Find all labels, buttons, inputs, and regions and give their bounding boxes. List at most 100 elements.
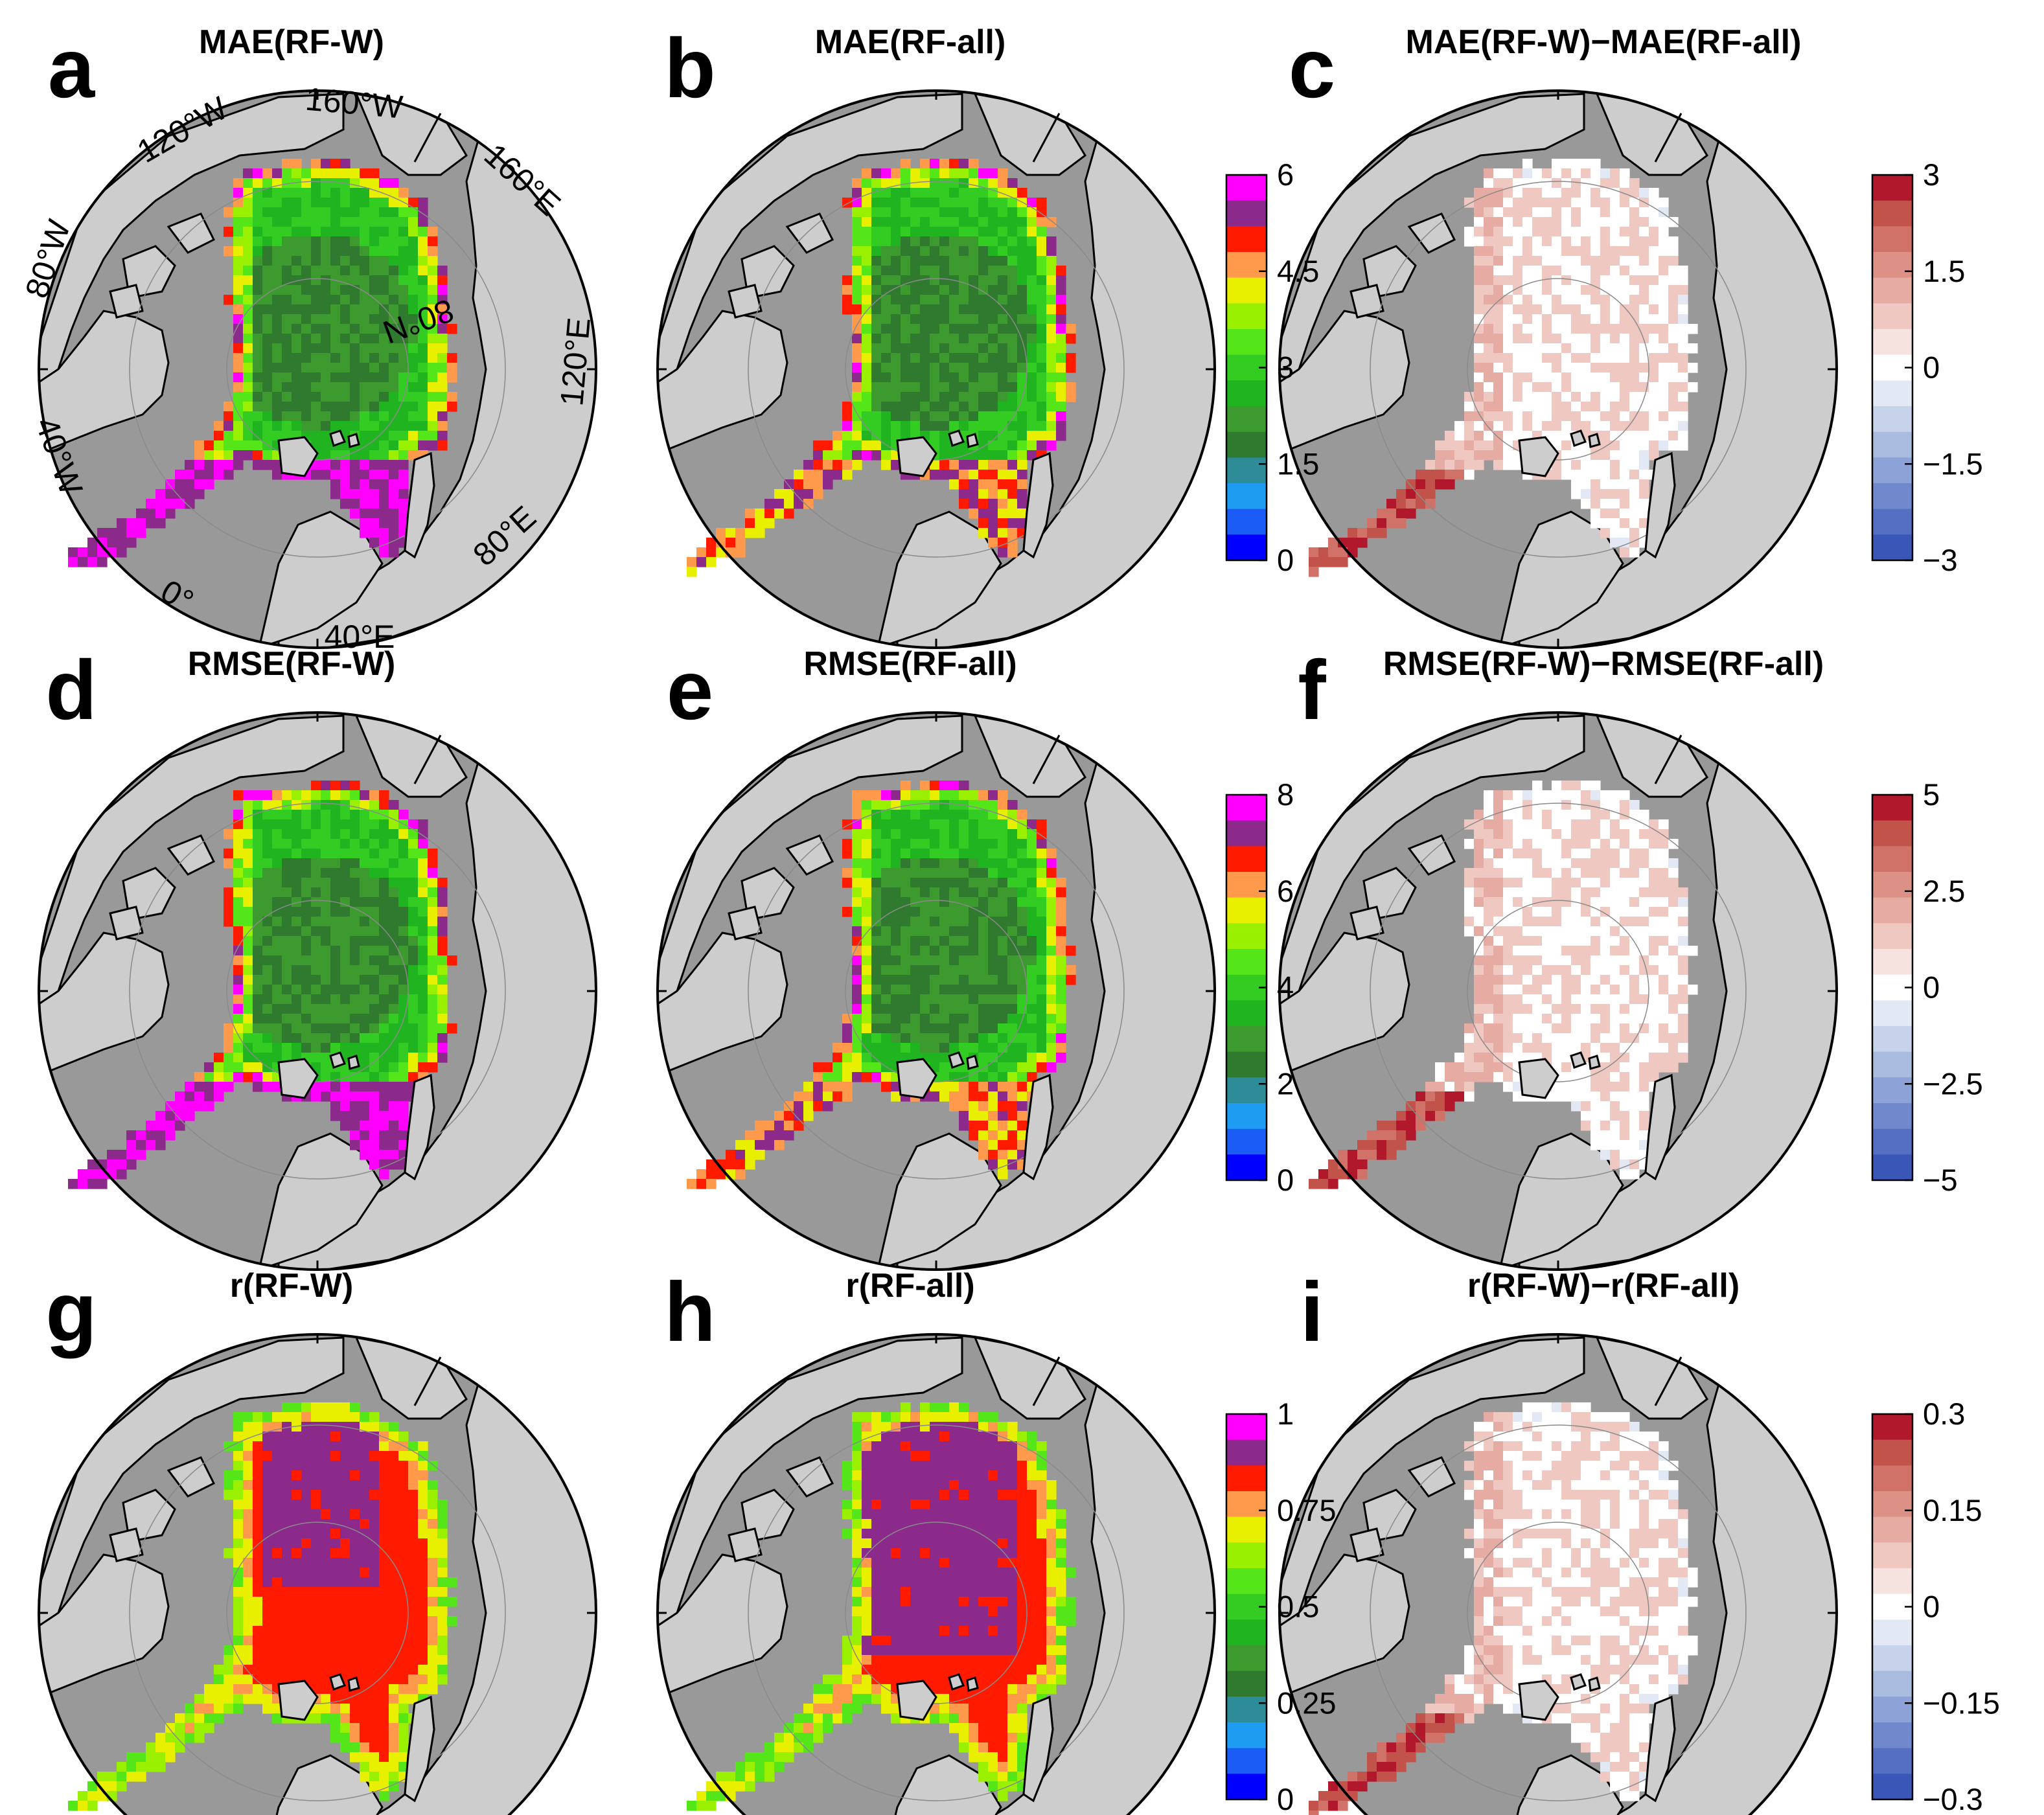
grid-cell bbox=[1542, 363, 1552, 373]
grid-cell bbox=[350, 266, 360, 276]
grid-cell bbox=[842, 402, 853, 412]
grid-cell bbox=[369, 1159, 380, 1170]
grid-cell bbox=[1552, 819, 1562, 830]
grid-cell bbox=[1629, 1150, 1640, 1160]
grid-cell bbox=[408, 829, 419, 839]
grid-cell bbox=[862, 275, 872, 286]
grid-cell bbox=[1649, 917, 1659, 927]
grid-cell bbox=[1561, 810, 1572, 820]
grid-cell bbox=[398, 207, 409, 218]
grid-cell bbox=[1007, 421, 1018, 431]
grid-cell bbox=[1503, 868, 1513, 878]
grid-cell bbox=[1659, 1062, 1669, 1073]
grid-cell bbox=[311, 217, 321, 227]
grid-cell bbox=[272, 917, 282, 927]
grid-cell bbox=[949, 363, 959, 373]
grid-cell bbox=[311, 907, 321, 917]
grid-cell bbox=[910, 819, 921, 830]
grid-cell bbox=[1600, 236, 1611, 247]
grid-cell bbox=[1037, 936, 1047, 946]
grid-cell bbox=[360, 431, 370, 441]
grid-cell bbox=[379, 1062, 389, 1073]
grid-cell bbox=[1056, 994, 1066, 1005]
grid-cell bbox=[369, 460, 380, 470]
grid-cell bbox=[1571, 858, 1581, 869]
grid-cell bbox=[389, 382, 399, 393]
grid-cell bbox=[369, 188, 380, 198]
grid-cell bbox=[253, 207, 263, 218]
grid-cell bbox=[1600, 402, 1611, 412]
grid-cell bbox=[764, 1121, 775, 1131]
grid-cell bbox=[214, 1091, 224, 1102]
grid-cell bbox=[1649, 975, 1659, 985]
grid-cell bbox=[881, 227, 891, 237]
grid-cell bbox=[1522, 810, 1533, 820]
grid-cell bbox=[428, 343, 438, 354]
grid-cell bbox=[1027, 295, 1037, 305]
grid-cell bbox=[1484, 440, 1494, 451]
grid-cell bbox=[1017, 256, 1028, 266]
grid-cell bbox=[862, 392, 872, 402]
grid-cell bbox=[969, 897, 979, 908]
grid-cell bbox=[321, 1023, 331, 1034]
grid-cell bbox=[340, 858, 350, 869]
grid-cell bbox=[224, 829, 234, 839]
grid-cell bbox=[852, 266, 862, 276]
grid-cell bbox=[1610, 907, 1620, 917]
grid-cell bbox=[301, 411, 312, 422]
grid-cell bbox=[920, 819, 930, 830]
grid-cell bbox=[969, 499, 979, 509]
grid-cell bbox=[1493, 1023, 1504, 1034]
grid-cell bbox=[369, 343, 380, 354]
grid-cell bbox=[1464, 421, 1475, 431]
grid-cell bbox=[978, 363, 989, 373]
grid-cell bbox=[136, 518, 146, 529]
grid-cell bbox=[311, 878, 321, 888]
grid-cell bbox=[389, 440, 399, 451]
grid-cell bbox=[891, 1033, 901, 1044]
grid-cell bbox=[988, 907, 998, 917]
grid-cell bbox=[939, 353, 950, 363]
grid-cell bbox=[418, 227, 428, 237]
grid-cell bbox=[1464, 887, 1475, 898]
grid-cell bbox=[969, 363, 979, 373]
grid-cell bbox=[1513, 839, 1523, 849]
grid-cell bbox=[1056, 421, 1066, 431]
grid-cell bbox=[1066, 946, 1076, 956]
grid-cell bbox=[97, 1159, 108, 1170]
grid-cell bbox=[1503, 819, 1513, 830]
grid-cell bbox=[1552, 1033, 1562, 1044]
grid-cell bbox=[1639, 985, 1649, 995]
grid-cell bbox=[1571, 285, 1581, 295]
grid-cell bbox=[949, 1082, 959, 1092]
small-islands bbox=[1518, 1051, 1676, 1181]
grid-cell bbox=[224, 470, 234, 480]
graticule-lines bbox=[748, 803, 1125, 1180]
grid-cell bbox=[1474, 849, 1484, 859]
grid-cell bbox=[253, 926, 263, 937]
grid-cell bbox=[243, 431, 253, 441]
grid-cell bbox=[842, 450, 853, 461]
grid-cell bbox=[1007, 1130, 1018, 1141]
grid-cell bbox=[272, 1053, 282, 1063]
grid-cell bbox=[969, 402, 979, 412]
grid-cell bbox=[1678, 421, 1688, 431]
grid-cell bbox=[1522, 839, 1533, 849]
grid-cell bbox=[389, 1121, 399, 1131]
grid-cell bbox=[1435, 479, 1445, 490]
grid-cell bbox=[175, 489, 185, 499]
grid-cell bbox=[1513, 985, 1523, 995]
grid-cell bbox=[1581, 917, 1591, 927]
grid-cell bbox=[1610, 926, 1620, 937]
grid-cell bbox=[340, 985, 350, 995]
grid-cell bbox=[871, 839, 882, 849]
grid-cell bbox=[1600, 334, 1611, 344]
grid-cell bbox=[311, 285, 321, 295]
grid-cell bbox=[1027, 887, 1037, 898]
grid-cell bbox=[243, 178, 253, 188]
grid-cell bbox=[852, 392, 862, 402]
grid-cell bbox=[1435, 450, 1445, 461]
grid-cell bbox=[389, 246, 399, 257]
grid-cell bbox=[311, 304, 321, 315]
grid-cell bbox=[998, 343, 1008, 354]
